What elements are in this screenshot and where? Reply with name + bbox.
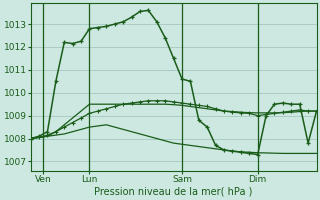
X-axis label: Pression niveau de la mer( hPa ): Pression niveau de la mer( hPa ) xyxy=(94,187,253,197)
